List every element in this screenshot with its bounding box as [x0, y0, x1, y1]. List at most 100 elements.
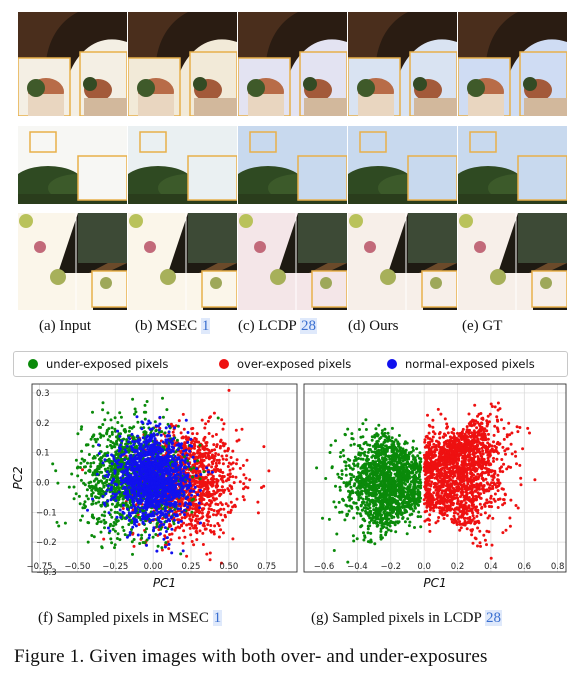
scatter-point	[115, 477, 119, 481]
scatter-point	[150, 427, 154, 431]
scatter-point	[185, 487, 189, 491]
scatter-point	[183, 460, 187, 464]
scatter-point	[115, 440, 118, 444]
scatter-point	[140, 463, 144, 467]
scatter-point	[168, 488, 172, 492]
scatter-point	[390, 426, 394, 430]
scatter-point	[136, 505, 140, 509]
x-axis-label: PC1	[153, 576, 176, 590]
scatter-point	[145, 400, 149, 403]
scatter-point	[215, 478, 219, 481]
scatter-point	[122, 503, 125, 507]
scatter-point	[224, 479, 228, 483]
scatter-point	[207, 454, 210, 458]
scatter-point	[144, 467, 147, 470]
scatter-point	[130, 540, 134, 544]
scatter-point	[164, 438, 168, 442]
scatter-point	[86, 461, 89, 465]
scatter-point	[128, 501, 132, 505]
scatter-point	[170, 477, 174, 481]
scatter-point	[138, 447, 142, 451]
scatter-point	[154, 428, 158, 432]
scatter-point	[114, 518, 118, 521]
scatter-point	[130, 489, 134, 493]
scatter-point	[214, 461, 218, 465]
scatter-point	[189, 489, 193, 493]
scatter-point	[129, 457, 133, 461]
scatter-point	[83, 500, 87, 504]
scatter-point	[394, 438, 398, 442]
scatter-point	[238, 480, 242, 484]
scatter-point	[181, 494, 185, 498]
scatter-point	[114, 450, 118, 454]
citation-link[interactable]: 1	[200, 318, 211, 334]
scatter-point	[110, 445, 114, 449]
scatter-point	[180, 442, 184, 446]
scatter-point	[373, 519, 377, 523]
scatter-point	[349, 485, 353, 489]
scatter-point	[171, 449, 175, 453]
scatter-point	[349, 443, 353, 447]
scatter-point	[413, 526, 416, 529]
scatter-point	[97, 500, 101, 504]
scatter-point	[117, 497, 121, 500]
scatter-point	[212, 532, 216, 536]
scatter-point	[360, 447, 364, 451]
scatter-point	[173, 507, 177, 511]
scatter-point	[169, 515, 173, 519]
scatter-point	[97, 479, 101, 483]
scatter-point	[51, 462, 55, 466]
scatter-point	[366, 450, 370, 454]
scatter-point	[154, 506, 158, 510]
scatter-point	[150, 495, 154, 499]
scatter-point	[189, 437, 193, 441]
scatter-point	[176, 482, 180, 486]
scatter-point	[175, 472, 179, 476]
scatter-point	[417, 510, 421, 514]
scatter-point	[129, 455, 132, 459]
scatter-point	[196, 521, 200, 525]
scatter-point	[183, 480, 187, 484]
scatter-point	[141, 512, 145, 515]
scatter-point	[171, 457, 175, 461]
scatter-point	[167, 424, 171, 428]
scatter-point	[110, 465, 114, 469]
scatter-point	[215, 468, 219, 472]
scatter-point	[166, 464, 170, 468]
scatter-point	[160, 511, 164, 515]
scatter-point	[169, 538, 173, 542]
scatter-point	[184, 466, 188, 470]
scatter-point	[99, 433, 103, 437]
scatter-point	[154, 459, 158, 463]
scatter-point	[241, 464, 245, 467]
scatter-point	[194, 502, 197, 506]
scatter-point	[187, 464, 191, 468]
scatter-point	[202, 452, 206, 456]
scatter-point	[103, 452, 107, 456]
scatter-point	[164, 515, 168, 519]
scatter-point	[214, 491, 218, 495]
scatter-point	[148, 463, 152, 466]
scatter-point	[214, 452, 218, 455]
scatter-point	[223, 449, 227, 453]
scatter-point	[177, 442, 181, 446]
scatter-point	[114, 453, 118, 457]
scatter-point	[167, 547, 171, 551]
scatter-point	[193, 459, 197, 463]
scatter-point	[153, 437, 157, 441]
scatter-point	[106, 499, 110, 503]
scatter-point	[114, 499, 118, 502]
scatter-point	[136, 501, 140, 505]
scatter-point	[152, 489, 156, 493]
scatter-point	[99, 464, 103, 467]
scatter-point	[147, 536, 151, 540]
scatter-point	[177, 536, 181, 540]
scatter-point	[147, 479, 151, 482]
scatter-point	[169, 491, 173, 495]
scatter-point	[121, 486, 125, 490]
scatter-point	[111, 527, 115, 531]
scatter-point	[157, 441, 161, 445]
scatter-point	[207, 432, 211, 435]
citation-link[interactable]: 28	[299, 318, 317, 334]
scatter-point	[190, 441, 193, 445]
